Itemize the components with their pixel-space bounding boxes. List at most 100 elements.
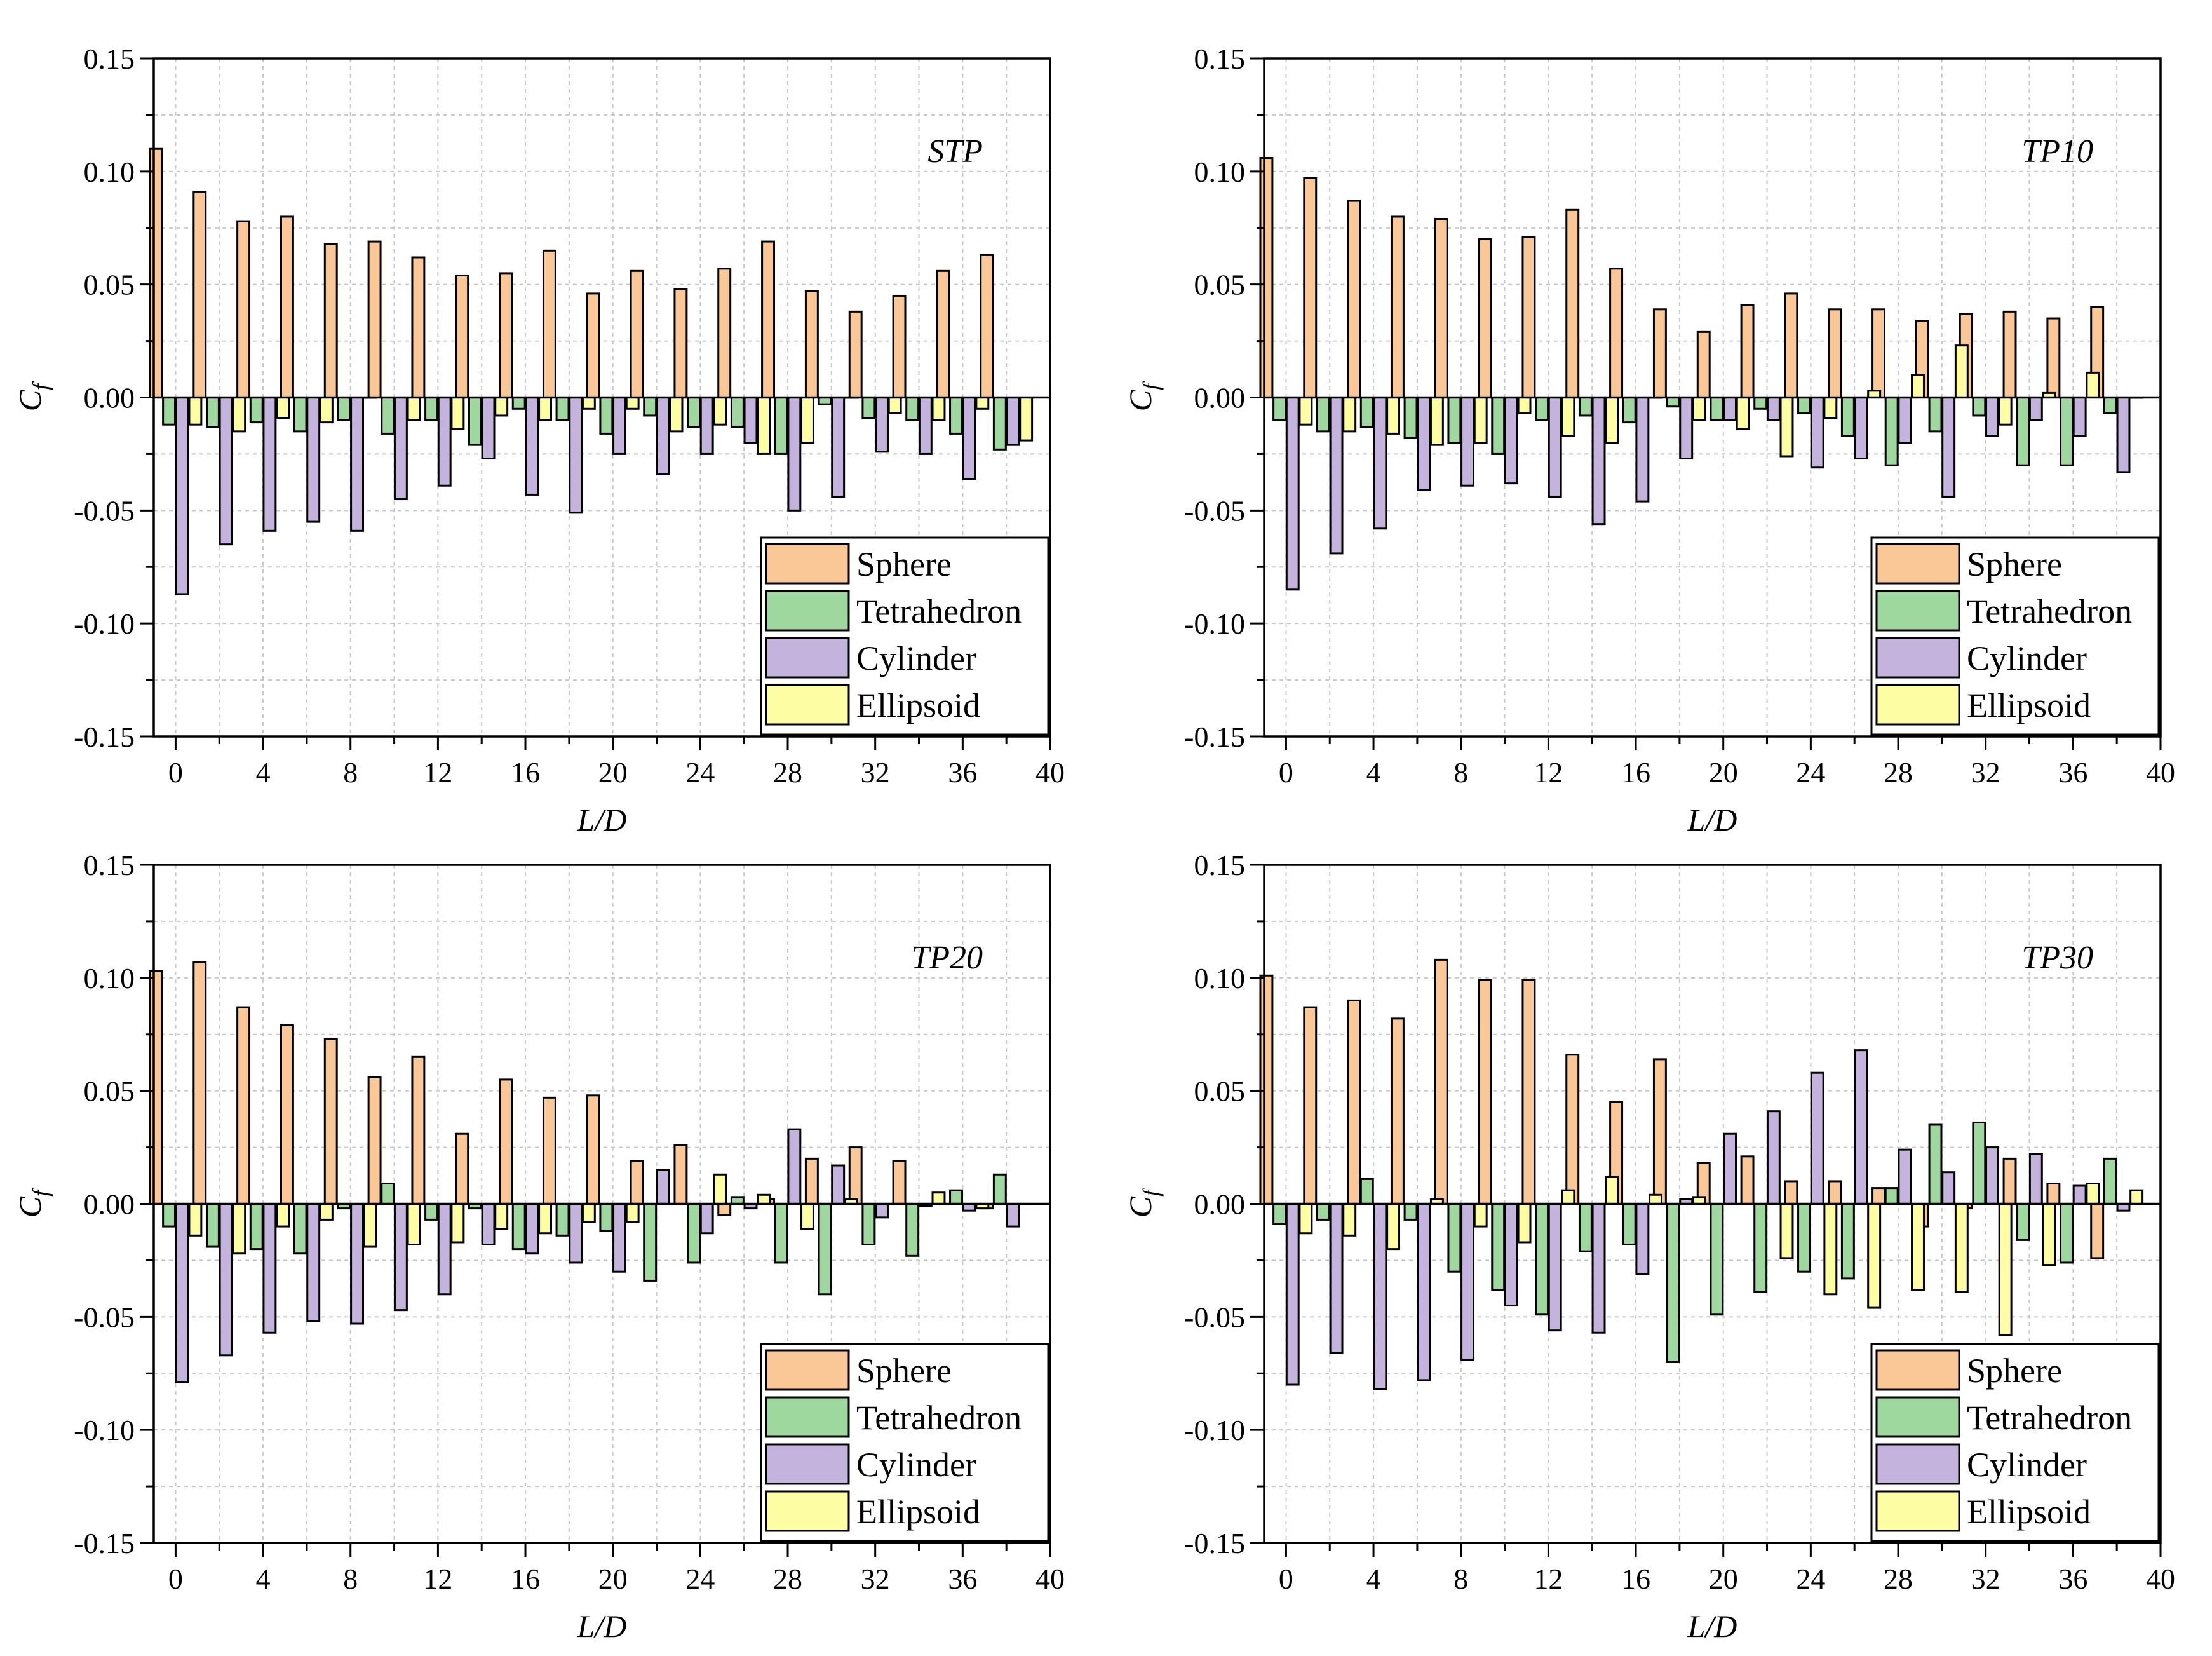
bar-sphere-x36 <box>2046 1182 2061 1205</box>
bar-cylinder-x30 <box>1941 397 1956 498</box>
x-tick-label: 24 <box>685 756 715 789</box>
bar-tetrahedron-x18 <box>1666 1203 1680 1363</box>
bar-cylinder-x6 <box>306 397 321 523</box>
bar-tetrahedron-x20 <box>1710 1203 1724 1316</box>
bar-ellipsoid-x16 <box>538 1203 552 1235</box>
bar-cylinder-x18 <box>569 1203 583 1264</box>
panel-title: TP20 <box>911 940 983 976</box>
bar-sphere-x22 <box>1740 304 1755 398</box>
bar-sphere-x24 <box>1784 1180 1798 1205</box>
bar-ellipsoid-x28 <box>800 1203 814 1230</box>
x-tick-label: 0 <box>1279 1563 1293 1595</box>
legend-swatch-tetrahedron <box>765 1396 850 1438</box>
bar-cylinder-x14 <box>1591 397 1606 526</box>
bar-cylinder-x6 <box>306 1203 321 1322</box>
bar-ellipsoid-x26 <box>757 397 771 455</box>
x-tick-label: 28 <box>773 1563 802 1595</box>
bar-ellipsoid-x6 <box>319 397 334 424</box>
bar-ellipsoid-x24 <box>713 397 727 426</box>
bar-sphere-x32 <box>848 1146 863 1205</box>
bar-cylinder-x20 <box>1723 397 1737 421</box>
bar-cylinder-x36 <box>2072 397 2087 437</box>
y-tick-label: 0.10 <box>84 962 135 994</box>
y-tick-label: 0.05 <box>1194 1075 1246 1108</box>
bar-tetrahedron-x34 <box>2016 397 2030 466</box>
bar-ellipsoid-x26 <box>757 1193 771 1205</box>
x-tick-label: 4 <box>256 1563 271 1595</box>
x-tick-label: 16 <box>1621 1563 1650 1595</box>
legend-label-cylinder: Cylinder <box>856 1446 976 1484</box>
bar-cylinder-x0 <box>1285 1203 1300 1386</box>
x-axis-label: L/D <box>1687 802 1737 838</box>
bar-tetrahedron-x12 <box>424 397 439 421</box>
bar-sphere-x26 <box>1828 1180 1842 1205</box>
bar-tetrahedron-x2 <box>205 1203 220 1248</box>
y-tick-label: 0.15 <box>84 849 135 881</box>
bar-sphere-x6 <box>280 1024 294 1205</box>
bar-cylinder-x14 <box>1591 1203 1606 1334</box>
bar-cylinder-x38 <box>1006 397 1020 446</box>
y-axis-label: Cf <box>1123 1187 1164 1218</box>
x-tick-label: 4 <box>1366 756 1381 789</box>
bar-sphere-x4 <box>1347 200 1361 398</box>
bars <box>149 961 1034 1383</box>
bar-tetrahedron-x2 <box>205 397 220 428</box>
bar-cylinder-x20 <box>612 1203 626 1273</box>
bar-cylinder-x2 <box>1329 1203 1344 1354</box>
bar-ellipsoid-x22 <box>1779 397 1794 458</box>
bar-tetrahedron-x22 <box>643 1203 658 1282</box>
bar-tetrahedron-x28 <box>774 1203 788 1264</box>
bar-cylinder-x36 <box>962 397 976 480</box>
bar-tetrahedron-x34 <box>905 1203 920 1257</box>
legend-swatch-ellipsoid <box>1875 684 1960 726</box>
x-tick-label: 32 <box>1971 756 2000 789</box>
y-tick-label: -0.10 <box>74 1414 135 1446</box>
bar-tetrahedron-x4 <box>1359 397 1374 428</box>
bar-cylinder-x18 <box>1679 397 1694 460</box>
bar-cylinder-x20 <box>612 397 626 455</box>
legend-swatch-sphere <box>765 1349 850 1391</box>
bar-tetrahedron-x16 <box>1622 397 1636 424</box>
bar-sphere-x12 <box>411 1055 426 1205</box>
bar-ellipsoid-x12 <box>1561 397 1575 437</box>
bar-tetrahedron-x26 <box>1840 1203 1855 1280</box>
legend-swatch-tetrahedron <box>765 590 850 632</box>
bar-tetrahedron-x20 <box>599 397 614 435</box>
bar-cylinder-x8 <box>1460 1203 1475 1361</box>
bar-ellipsoid-x12 <box>1561 1189 1575 1205</box>
bar-tetrahedron-x10 <box>1491 397 1506 455</box>
bar-ellipsoid-x4 <box>1386 1203 1401 1251</box>
bar-tetrahedron-x14 <box>468 397 482 446</box>
bar-tetrahedron-x26 <box>730 397 745 428</box>
bar-cylinder-x2 <box>1329 397 1344 555</box>
bar-tetrahedron-x14 <box>1578 1203 1593 1252</box>
x-tick-label: 8 <box>1453 756 1468 789</box>
bar-tetrahedron-x32 <box>1972 397 1986 417</box>
bar-ellipsoid-x2 <box>232 1203 246 1255</box>
bar-tetrahedron-x10 <box>381 1182 395 1205</box>
bar-tetrahedron-x2 <box>1316 397 1330 433</box>
panel-tp10: 0 4 8 12 16 20 24 28 32 36 40 -0.15 -0.10 -0.05 0.00 0.… <box>1123 43 2175 838</box>
bar-ellipsoid-x10 <box>407 397 421 421</box>
bar-sphere-x22 <box>1740 1155 1755 1205</box>
x-tick-label: 36 <box>2058 1563 2087 1595</box>
x-tick-label: 32 <box>1971 1563 2000 1595</box>
bar-sphere-x0 <box>1259 156 1274 398</box>
bar-cylinder-x8 <box>350 1203 365 1325</box>
legend-swatch-tetrahedron <box>1875 590 1960 632</box>
bar-sphere-x10 <box>367 240 382 398</box>
bar-tetrahedron-x20 <box>599 1203 614 1232</box>
bar-cylinder-x6 <box>1417 1203 1431 1381</box>
bar-sphere-x24 <box>673 288 688 398</box>
bar-ellipsoid-x24 <box>1823 1203 1838 1296</box>
x-tick-label: 32 <box>861 1563 890 1595</box>
y-tick-label: 0.05 <box>84 1075 135 1108</box>
bar-tetrahedron-x34 <box>905 397 920 421</box>
bar-ellipsoid-x10 <box>1517 1203 1532 1244</box>
bar-tetrahedron-x6 <box>1403 397 1418 440</box>
y-tick-label: 0.10 <box>1194 156 1246 188</box>
bar-ellipsoid-x28 <box>1911 1203 1925 1291</box>
bar-sphere-x26 <box>1828 308 1842 399</box>
x-tick-label: 16 <box>1621 756 1650 789</box>
bar-cylinder-x4 <box>1373 397 1387 530</box>
